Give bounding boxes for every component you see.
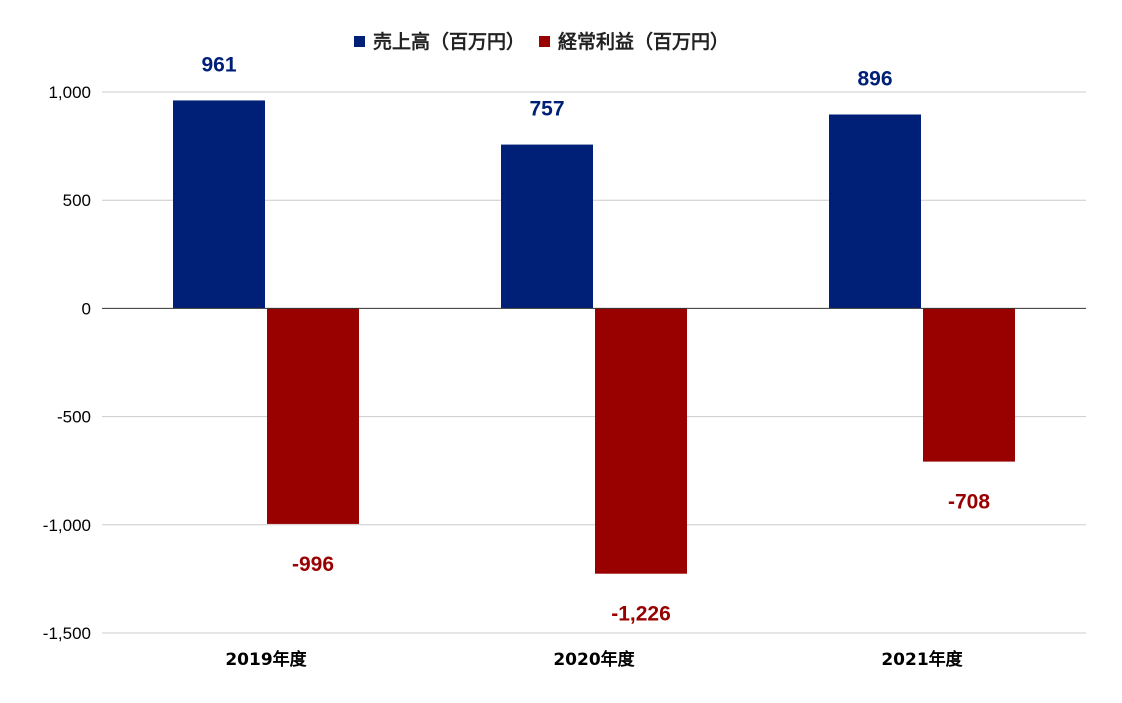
- data-label: 757: [529, 98, 564, 121]
- data-label: 896: [857, 68, 892, 91]
- x-category-label: 2021年度: [881, 649, 963, 670]
- y-tick-label: 1,000: [48, 83, 91, 102]
- x-category-label: 2019年度: [225, 649, 307, 670]
- data-label: -708: [948, 491, 990, 514]
- data-label: 961: [201, 53, 236, 76]
- data-label: -996: [292, 553, 334, 576]
- x-category-label: 2020年度: [553, 649, 635, 670]
- y-tick-label: -500: [57, 408, 91, 427]
- y-tick-label: -1,000: [43, 516, 91, 535]
- bar: [829, 114, 921, 309]
- bar: [267, 308, 359, 524]
- grid-layer: [102, 91, 1086, 634]
- bar: [595, 308, 687, 574]
- data-label: -1,226: [611, 603, 671, 626]
- y-tick-label: -1,500: [43, 624, 91, 643]
- bar: [501, 144, 593, 309]
- y-tick-label: 500: [63, 191, 91, 210]
- bar: [923, 308, 1015, 462]
- y-axis-ticks: 1,000 500 0 -500 -1,000 -1,500: [43, 83, 91, 643]
- legend-label: 経常利益（百万円）: [558, 30, 729, 53]
- x-axis-categories: 2019年度 2020年度 2021年度: [225, 649, 963, 670]
- y-tick-label: 0: [82, 299, 91, 318]
- legend-swatch: [539, 36, 551, 47]
- bar-layer: [102, 100, 1086, 574]
- data-labels: 961 -996 757 -1,226 896 -708: [201, 53, 990, 625]
- legend-swatch: [354, 36, 365, 47]
- legend-label: 売上高（百万円）: [373, 30, 525, 53]
- legend: 売上高（百万円） 経常利益（百万円）: [354, 30, 729, 53]
- bar: [173, 100, 265, 309]
